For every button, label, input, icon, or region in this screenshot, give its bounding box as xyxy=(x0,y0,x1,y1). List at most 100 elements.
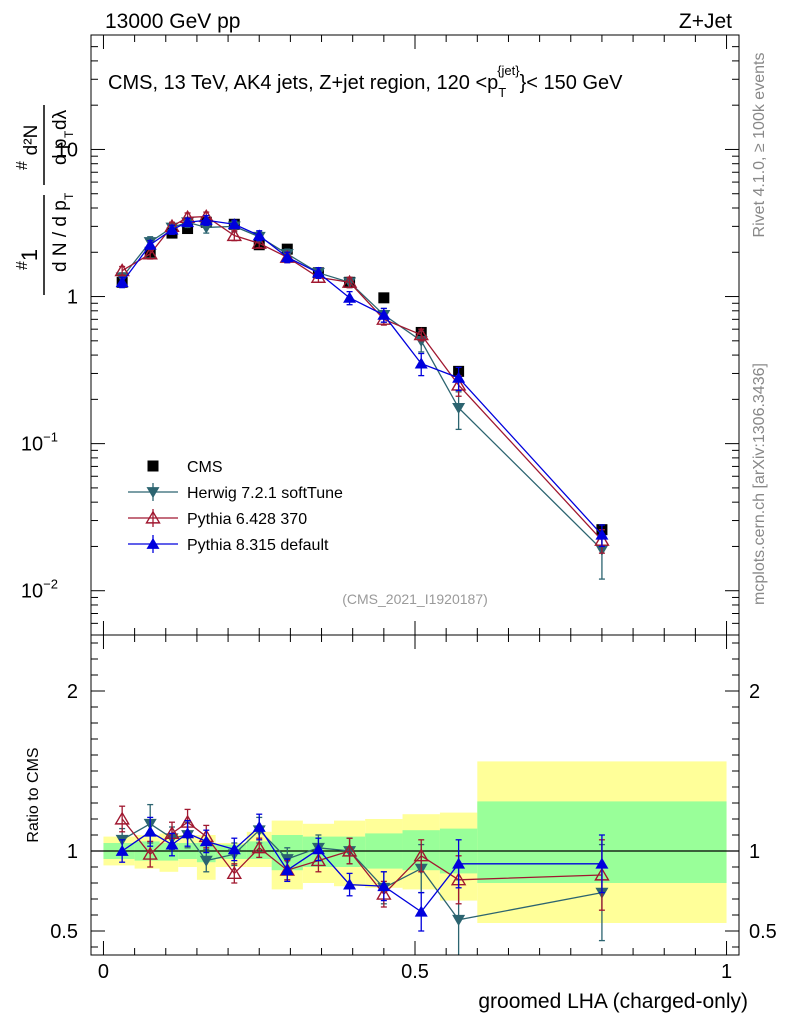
x-axis-label: groomed LHA (charged-only) xyxy=(478,990,748,1013)
analysis-watermark: (CMS_2021_I1920187) xyxy=(342,591,488,607)
svg-text:d p: d p xyxy=(50,139,71,165)
xtick-label: 0 xyxy=(98,961,109,983)
data-point xyxy=(414,357,428,369)
ratio-ticks xyxy=(91,635,739,955)
legend-marker xyxy=(146,487,160,499)
xtick-label: 1 xyxy=(721,961,732,983)
ratio-point xyxy=(199,855,213,867)
legend-marker xyxy=(146,537,160,549)
legend-item: CMS xyxy=(147,459,223,476)
ratio-point xyxy=(414,905,428,917)
ratio-ytick-label-right: 1 xyxy=(749,841,760,863)
data-point xyxy=(143,238,157,250)
ratio-point xyxy=(413,848,429,862)
ratio-point xyxy=(165,838,179,850)
legend: CMS Herwig 7.2.1 softTune Pythia 6.428 370… xyxy=(128,459,343,554)
ratio-series-pythia-8-315-default xyxy=(115,813,609,932)
data-point xyxy=(199,214,213,226)
data-point xyxy=(182,223,194,235)
ratio-ytick-label: 2 xyxy=(67,681,78,703)
legend-marker xyxy=(145,510,161,524)
ratio-line-pythia-8-315-default xyxy=(121,826,602,913)
svg-text:#: # xyxy=(14,261,31,270)
svg-text:1: 1 xyxy=(17,249,42,261)
legend-item: Herwig 7.2.1 softTune xyxy=(128,483,343,502)
data-point xyxy=(115,276,129,288)
data-point xyxy=(378,292,390,304)
ratio-point xyxy=(142,846,158,860)
ratio-y-label: Ratio to CMS xyxy=(25,747,42,842)
svg-text:dλ: dλ xyxy=(50,109,71,130)
ratio-panel: 2 2 1 1 0.5 0.5 0 0.5 1 xyxy=(50,634,777,983)
data-point xyxy=(377,308,391,320)
data-point xyxy=(452,403,466,415)
data-point xyxy=(252,229,266,241)
ratio-point xyxy=(595,857,609,869)
series-pythia-8-315-default xyxy=(115,214,609,548)
main-series xyxy=(114,208,610,580)
ratio-point xyxy=(227,843,241,855)
ratio-point xyxy=(181,827,195,839)
ratio-ytick-label: 1 xyxy=(67,841,78,863)
ratio-point xyxy=(452,914,466,926)
legend-label: Pythia 8.315 default xyxy=(187,537,329,554)
ratio-point xyxy=(114,811,130,825)
ratio-tick-labels: 2 2 1 1 0.5 0.5 0 0.5 1 xyxy=(50,681,777,983)
chart-title: CMS, 13 TeV, AK4 jets, Z+jet region, 120… xyxy=(108,63,623,100)
data-point xyxy=(142,246,158,260)
data-point xyxy=(199,222,213,234)
data-point xyxy=(165,223,179,235)
legend-label: Pythia 6.428 370 xyxy=(187,511,307,528)
data-point xyxy=(413,327,429,341)
ratio-frame xyxy=(90,634,740,956)
ratio-ytick-label: 0.5 xyxy=(50,921,78,943)
main-ytick-exp: −2 xyxy=(43,577,58,592)
xtick-label: 0.5 xyxy=(401,961,429,983)
ratio-point xyxy=(115,844,129,856)
data-point xyxy=(181,216,195,228)
main-y-label: # 1 d N / d p T # d²N d p T dλ xyxy=(14,105,76,295)
ratio-ytick-label-right: 0.5 xyxy=(749,921,777,943)
main-ytick-exp: −1 xyxy=(43,430,58,445)
data-point xyxy=(311,266,325,278)
main-ytick-label: 10−2 xyxy=(21,577,58,603)
svg-text:T: T xyxy=(62,130,76,138)
svg-text:T: T xyxy=(62,192,76,200)
ratio-point xyxy=(226,865,243,879)
legend-label: CMS xyxy=(187,459,223,476)
main-ytick-base: 10 xyxy=(21,434,43,456)
ratio-point xyxy=(199,835,213,847)
legend-item: Pythia 8.315 default xyxy=(128,535,329,554)
svg-text:#: # xyxy=(14,161,31,170)
ratio-point xyxy=(280,864,294,876)
legend-marker xyxy=(147,460,159,472)
ratio-point xyxy=(310,853,327,867)
main-ytick-label: 1 xyxy=(67,287,78,309)
ratio-point xyxy=(377,880,391,892)
ratio-point xyxy=(343,878,357,890)
data-point xyxy=(343,291,357,303)
data-point xyxy=(595,528,609,540)
ratio-point xyxy=(341,843,358,857)
main-ytick-base: 10 xyxy=(21,581,43,603)
svg-text:d N / d p: d N / d p xyxy=(50,200,71,272)
data-point xyxy=(280,251,294,263)
ratio-point xyxy=(143,825,157,837)
data-point xyxy=(227,218,241,230)
header-right: Z+Jet xyxy=(679,10,732,33)
main-ytick-label: 10 xyxy=(56,139,78,161)
legend-item: Pythia 6.428 370 xyxy=(128,509,307,528)
mcplots-label: mcplots.cern.ch [arXiv:1306.3436] xyxy=(751,363,768,605)
ratio-point xyxy=(311,843,325,855)
data-point xyxy=(114,263,130,277)
ratio-ytick-label-right: 2 xyxy=(749,681,760,703)
data-point xyxy=(251,235,267,249)
ratio-point xyxy=(452,857,466,869)
svg-text:d²N: d²N xyxy=(21,125,42,156)
legend-label: Herwig 7.2.1 softTune xyxy=(187,485,343,502)
rivet-label: Rivet 4.1.0, ≥ 100k events xyxy=(751,53,768,238)
header-left: 13000 GeV pp xyxy=(105,10,240,33)
